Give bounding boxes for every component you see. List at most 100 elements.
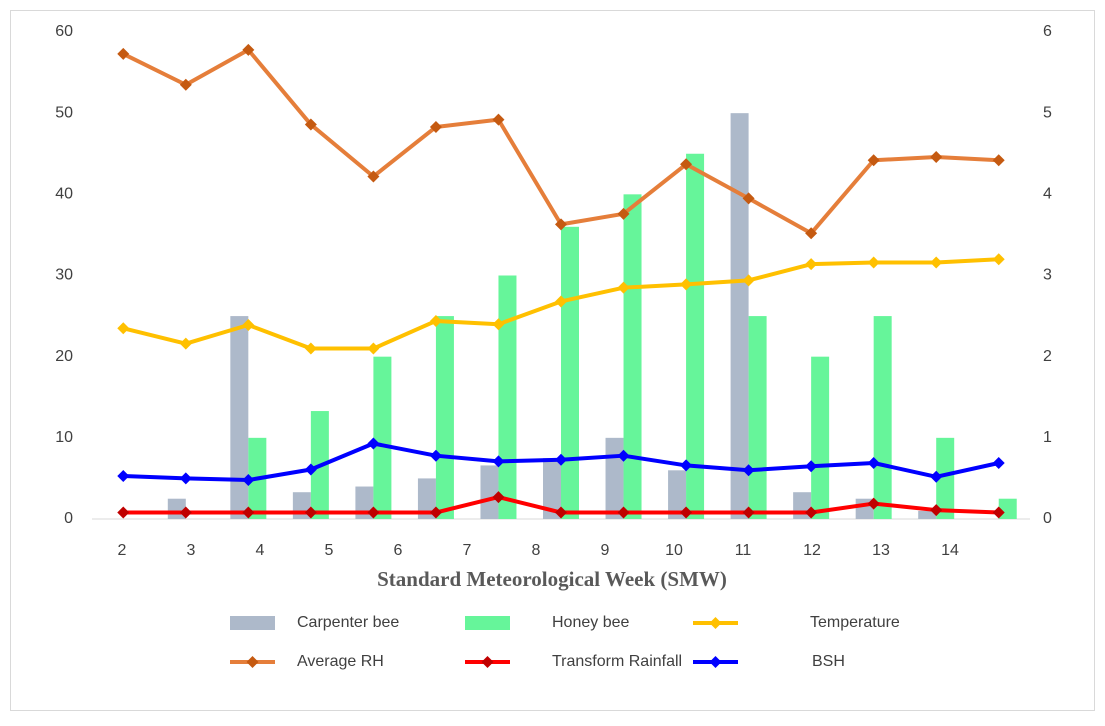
marker — [742, 274, 755, 287]
marker — [367, 506, 380, 519]
marker — [117, 47, 130, 60]
y-tick-label: 10 — [55, 429, 73, 446]
y2-tick-label: 2 — [1043, 348, 1052, 365]
marker — [805, 227, 818, 240]
chart-border — [10, 10, 1095, 711]
x-tick-label: 3 — [187, 542, 196, 559]
x-axis-title: Standard Meteorological Week (SMW) — [377, 567, 727, 591]
marker — [429, 506, 442, 519]
x-tick-label: 7 — [463, 542, 472, 559]
legend-marker — [481, 656, 494, 668]
bar — [561, 226, 579, 520]
marker — [805, 258, 818, 271]
bar — [918, 510, 937, 519]
marker — [992, 456, 1005, 469]
marker — [117, 469, 130, 482]
legend-marker — [709, 656, 722, 668]
marker — [429, 449, 442, 462]
marker — [930, 256, 943, 269]
marker — [242, 506, 255, 519]
marker — [992, 506, 1005, 519]
bar — [480, 465, 499, 519]
x-tick-label: 11 — [735, 542, 752, 559]
marker — [930, 504, 943, 517]
marker — [617, 449, 630, 462]
x-tick-label: 4 — [256, 542, 265, 559]
x-tick-label: 14 — [941, 542, 959, 559]
x-tick-label: 10 — [665, 542, 683, 559]
y2-tick-label: 6 — [1043, 23, 1052, 40]
marker — [742, 192, 755, 205]
marker — [867, 497, 880, 510]
marker — [617, 506, 630, 519]
marker — [492, 113, 505, 126]
y2-tick-label: 4 — [1043, 186, 1052, 203]
marker — [805, 506, 818, 519]
marker — [304, 342, 317, 355]
marker — [867, 256, 880, 269]
bar — [936, 437, 955, 519]
marker — [242, 43, 255, 56]
marker — [492, 318, 505, 331]
marker — [992, 154, 1005, 167]
legend-label: BSH — [812, 653, 845, 670]
marker — [429, 120, 442, 133]
legend-marker — [709, 617, 722, 629]
x-tick-label: 8 — [532, 542, 541, 559]
x-tick-label: 13 — [872, 542, 890, 559]
bar — [998, 498, 1017, 519]
marker — [680, 158, 693, 171]
marker — [805, 460, 818, 473]
bar — [873, 316, 892, 519]
legend-label: Average RH — [297, 653, 384, 670]
marker — [304, 118, 317, 131]
bar — [686, 153, 705, 519]
bar — [748, 316, 767, 519]
marker — [555, 453, 567, 466]
legend-label: Honey bee — [552, 614, 629, 631]
marker — [617, 281, 630, 294]
bar — [373, 356, 392, 519]
y2-tick-label: 0 — [1043, 510, 1052, 527]
x-tick-label: 6 — [394, 542, 403, 559]
y-tick-label: 0 — [64, 510, 73, 527]
legend-swatch — [465, 616, 510, 630]
marker — [617, 207, 630, 220]
x-tick-label: 9 — [601, 542, 610, 559]
marker — [179, 506, 192, 519]
marker — [492, 491, 505, 504]
x-tick-label: 5 — [325, 542, 334, 559]
marker — [179, 337, 192, 350]
bar — [811, 356, 830, 519]
y-tick-label: 30 — [55, 267, 73, 284]
legend-label: Carpenter bee — [297, 614, 399, 631]
bar — [167, 498, 186, 519]
bar — [730, 113, 749, 520]
marker — [680, 459, 693, 472]
y-tick-label: 60 — [55, 23, 73, 40]
marker — [117, 322, 130, 335]
marker — [367, 342, 380, 355]
marker — [242, 319, 255, 332]
marker — [867, 456, 880, 469]
marker — [179, 472, 192, 485]
bar — [543, 458, 561, 519]
bar — [623, 194, 642, 520]
marker — [242, 474, 255, 487]
y-tick-label: 50 — [55, 104, 73, 121]
marker — [304, 506, 317, 519]
marker — [930, 150, 943, 163]
legend-label: Temperature — [810, 614, 900, 631]
y2-tick-label: 5 — [1043, 104, 1052, 121]
bar — [230, 316, 249, 519]
marker — [367, 170, 380, 183]
marker — [429, 314, 442, 327]
bar — [498, 275, 517, 519]
marker — [555, 218, 567, 231]
bar — [605, 437, 624, 519]
marker — [680, 278, 693, 291]
x-tick-label: 2 — [118, 542, 127, 559]
y2-tick-label: 3 — [1043, 267, 1052, 284]
